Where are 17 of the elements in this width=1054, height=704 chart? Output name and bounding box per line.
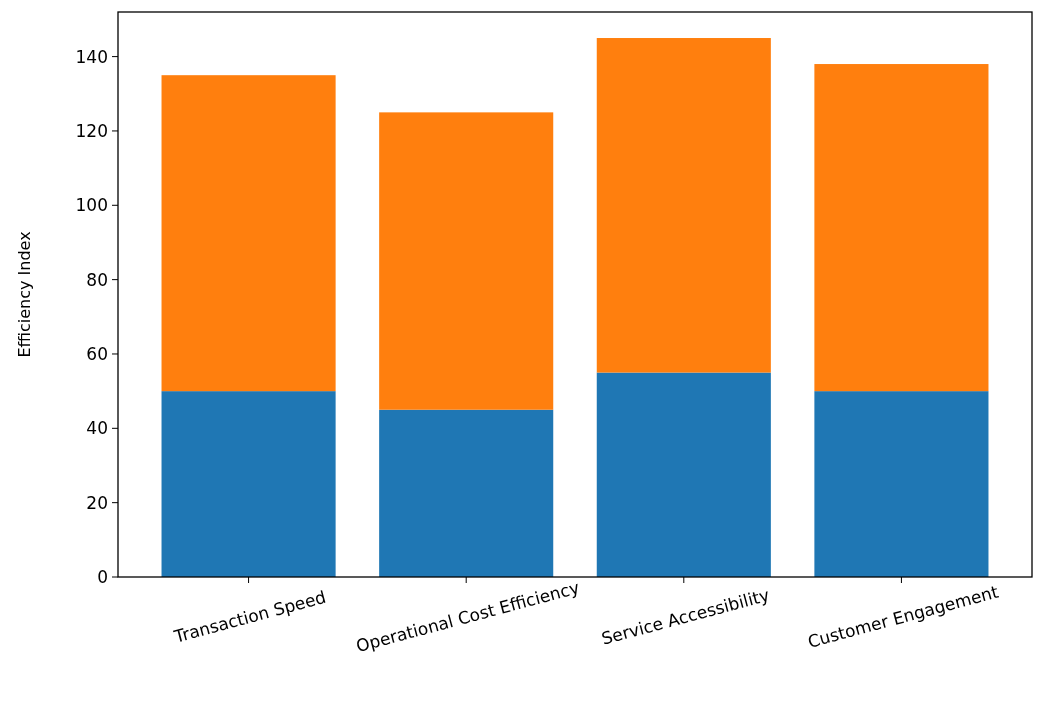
y-tick-label: 100 [75,195,108,216]
bar [379,112,554,410]
bar [161,391,336,577]
y-tick-label: 80 [86,269,108,290]
y-axis-title: Efficiency Index [15,231,34,358]
y-tick-label: 60 [86,343,108,364]
bar [814,64,989,392]
bar [814,391,989,577]
y-tick-label: 40 [86,418,108,439]
bar [161,75,336,392]
bar [379,409,554,577]
bar [596,38,771,373]
y-tick-label: 0 [97,566,108,587]
y-tick-label: 20 [86,492,108,513]
y-tick-label: 140 [75,46,108,67]
bar [596,372,771,577]
y-tick-label: 120 [75,120,108,141]
